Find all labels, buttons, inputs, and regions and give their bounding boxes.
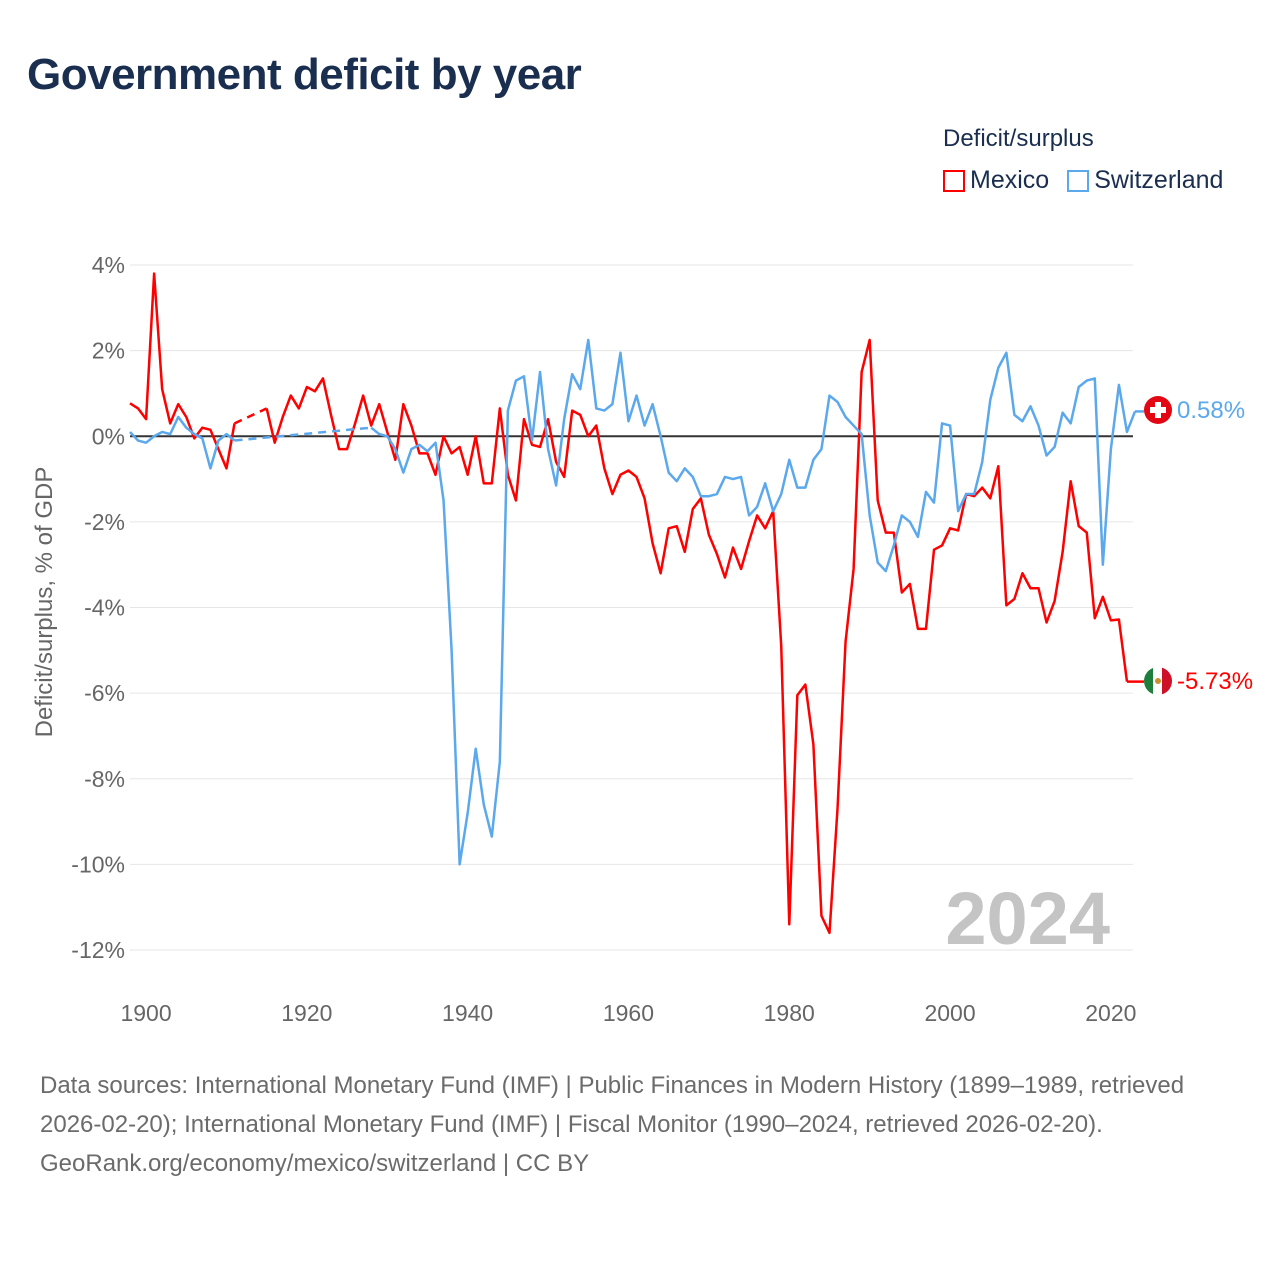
y-tick-label: -4% xyxy=(84,595,125,621)
x-tick-label: 2000 xyxy=(924,1000,975,1026)
end-label-switzerland: 0.58% xyxy=(1177,397,1245,424)
legend: Mexico Switzerland xyxy=(943,166,1223,195)
legend-title: Deficit/surplus xyxy=(943,125,1094,152)
footer: Data sources: International Monetary Fun… xyxy=(40,1066,1240,1183)
y-tick-label: -6% xyxy=(84,680,125,706)
x-tick-label: 1900 xyxy=(120,1000,171,1026)
series-switzerland xyxy=(129,338,1144,866)
legend-label-mexico: Mexico xyxy=(970,166,1050,194)
series-gap-mexico xyxy=(233,407,268,425)
series-line-mexico xyxy=(265,338,1129,935)
x-tick-label: 1980 xyxy=(764,1000,815,1026)
legend-label-switzerland: Switzerland xyxy=(1094,166,1224,194)
mexico-flag-icon xyxy=(1144,667,1172,695)
series-gap-switzerland xyxy=(234,426,372,442)
data-sources: Data sources: International Monetary Fun… xyxy=(40,1072,1185,1138)
chart-title: Government deficit by year xyxy=(27,50,582,99)
y-tick-label: 2% xyxy=(92,338,125,364)
credit-link[interactable]: GeoRank.org/economy/mexico/switzerland |… xyxy=(40,1150,590,1177)
legend-swatch-mexico xyxy=(943,169,965,192)
y-tick-label: -10% xyxy=(71,851,125,877)
y-axis-label: Deficit/surplus, % of GDP xyxy=(31,467,58,738)
series-mexico xyxy=(129,272,1144,935)
legend-item-switzerland[interactable]: Switzerland xyxy=(1067,166,1223,195)
x-tick-label: 2020 xyxy=(1085,1000,1136,1026)
legend-swatch-switzerland xyxy=(1067,169,1090,192)
end-label-mexico: -5.73% xyxy=(1177,668,1253,695)
x-tick-label: 1960 xyxy=(603,1000,654,1026)
y-tick-label: -8% xyxy=(84,766,125,792)
year-watermark: 2024 xyxy=(945,877,1110,960)
x-tick-label: 1940 xyxy=(442,1000,493,1026)
y-tick-label: -2% xyxy=(84,509,125,535)
series-line-switzerland xyxy=(370,338,1137,866)
legend-item-mexico[interactable]: Mexico xyxy=(943,166,1049,195)
series-line-switzerland xyxy=(129,415,236,470)
x-tick-label: 1920 xyxy=(281,1000,332,1026)
swiss-flag-icon xyxy=(1144,396,1172,424)
y-tick-label: 0% xyxy=(92,423,125,449)
y-tick-label: 4% xyxy=(92,252,125,278)
y-tick-label: -12% xyxy=(71,937,125,963)
